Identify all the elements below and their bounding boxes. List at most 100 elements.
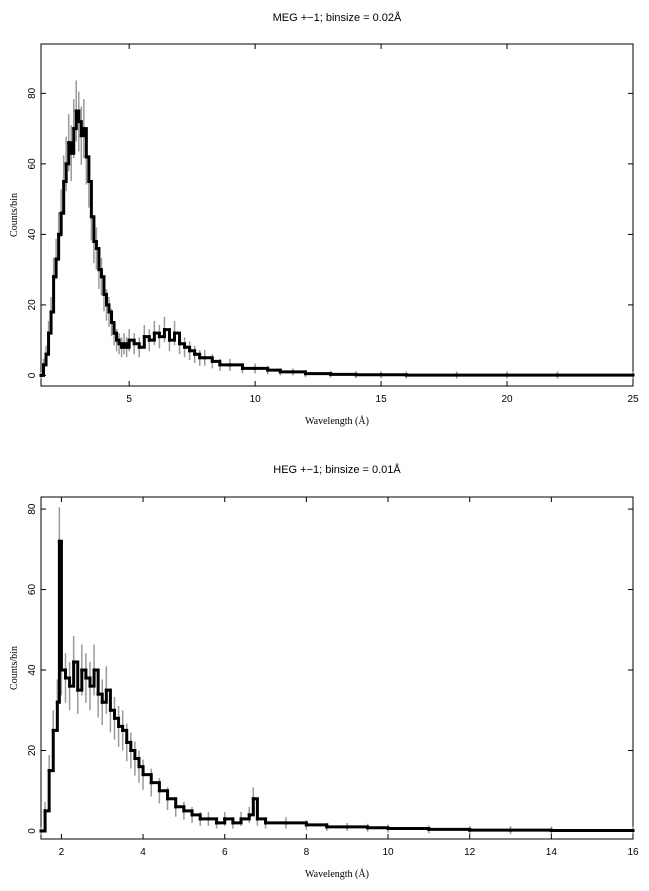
heg-data-point bbox=[284, 821, 288, 825]
meg-data-point bbox=[167, 338, 171, 342]
meg-data-point bbox=[555, 373, 559, 377]
meg-data-point bbox=[47, 331, 51, 335]
heg-y-tick-label: 20 bbox=[27, 744, 38, 756]
heg-data-point bbox=[96, 692, 100, 696]
meg-data-point bbox=[193, 352, 197, 356]
meg-data-point bbox=[84, 155, 88, 159]
heg-data-point bbox=[59, 668, 63, 672]
meg-data-point bbox=[291, 370, 295, 374]
meg-data-point bbox=[125, 345, 129, 349]
heg-data-point bbox=[509, 828, 513, 832]
heg-data-point bbox=[104, 688, 108, 692]
heg-y-tick-label: 60 bbox=[27, 584, 38, 596]
heg-y-tick-label: 40 bbox=[27, 664, 38, 676]
heg-x-tick-label: 10 bbox=[382, 847, 394, 858]
heg-y-tick-label: 80 bbox=[27, 503, 38, 515]
heg-data-point bbox=[198, 817, 202, 821]
meg-data-point bbox=[142, 335, 146, 339]
heg-data-point bbox=[92, 668, 96, 672]
heg-data-point bbox=[166, 797, 170, 801]
heg-data-point bbox=[239, 817, 243, 821]
meg-data-point bbox=[62, 180, 66, 184]
meg-data-point bbox=[173, 331, 177, 335]
meg-data-point bbox=[54, 257, 58, 261]
meg-data-point bbox=[278, 370, 282, 374]
meg-data-point bbox=[87, 180, 91, 184]
heg-data-point bbox=[247, 813, 251, 817]
meg-data-point bbox=[329, 372, 333, 376]
meg-data-point bbox=[210, 359, 214, 363]
heg-data-point bbox=[386, 827, 390, 831]
heg-chart-title: HEG +−1; binsize = 0.01Å bbox=[273, 463, 401, 476]
heg-x-ticks: 2 4 6 8 10 12 14 16 bbox=[59, 497, 639, 858]
meg-data-point bbox=[455, 373, 459, 377]
meg-data-point bbox=[157, 335, 161, 339]
meg-data-point bbox=[64, 162, 68, 166]
heg-data-point bbox=[43, 809, 47, 813]
meg-panel: MEG +−1; binsize = 0.02Å 5 10 15 20 25 0 20 40… bbox=[9, 11, 639, 427]
meg-data-point bbox=[228, 363, 232, 367]
meg-y-tick-label: 0 bbox=[27, 372, 38, 378]
meg-x-ticks: 5 10 15 20 25 bbox=[126, 44, 639, 405]
heg-x-tick-label: 6 bbox=[222, 847, 228, 858]
meg-data-point bbox=[57, 232, 61, 236]
heg-y-axis-label: Counts/bin bbox=[9, 646, 20, 690]
heg-x-tick-label: 8 bbox=[304, 847, 310, 858]
heg-data-point bbox=[427, 827, 431, 831]
meg-data-point bbox=[253, 366, 257, 370]
heg-data-point bbox=[251, 797, 255, 801]
heg-data-point bbox=[157, 789, 161, 793]
heg-data-point bbox=[88, 684, 92, 688]
meg-data-point bbox=[404, 373, 408, 377]
heg-data-point bbox=[84, 676, 88, 680]
heg-data-point bbox=[125, 740, 129, 744]
meg-y-tick-label: 60 bbox=[27, 158, 38, 170]
meg-y-tick-label: 80 bbox=[27, 87, 38, 99]
meg-data-point bbox=[89, 215, 93, 219]
heg-y-ticks: 0 20 40 60 80 bbox=[27, 503, 633, 834]
meg-x-tick-label: 10 bbox=[250, 394, 262, 405]
heg-data-point bbox=[468, 828, 472, 832]
meg-data-point bbox=[183, 345, 187, 349]
heg-plot-frame bbox=[40, 496, 634, 840]
meg-data-point bbox=[102, 292, 106, 296]
heg-data-point bbox=[304, 823, 308, 827]
meg-x-axis-label: Wavelength (Å) bbox=[305, 415, 369, 427]
meg-data-point bbox=[99, 275, 103, 279]
meg-data-point bbox=[110, 321, 114, 325]
meg-data-point bbox=[74, 109, 78, 113]
heg-data-point bbox=[117, 724, 121, 728]
meg-data-point bbox=[122, 342, 126, 346]
meg-x-tick-label: 20 bbox=[501, 394, 513, 405]
meg-data-point bbox=[52, 275, 56, 279]
meg-data-point bbox=[44, 352, 48, 356]
meg-data-point bbox=[152, 331, 156, 335]
heg-panel: HEG +−1; binsize = 0.01Å 2 4 6 8 10 12 14 16 0 2… bbox=[9, 463, 639, 880]
heg-data-point bbox=[174, 805, 178, 809]
meg-data-point bbox=[117, 342, 121, 346]
heg-data-point bbox=[51, 728, 55, 732]
meg-data-point bbox=[203, 356, 207, 360]
heg-data-point bbox=[149, 781, 153, 785]
heg-y-tick-label: 0 bbox=[27, 828, 38, 834]
meg-data-point bbox=[94, 246, 98, 250]
meg-data-point bbox=[49, 310, 53, 314]
meg-data-point bbox=[115, 338, 119, 342]
meg-data-point bbox=[379, 373, 383, 377]
heg-x-tick-label: 2 bbox=[59, 847, 65, 858]
meg-data-point bbox=[137, 345, 141, 349]
meg-data-point bbox=[67, 141, 71, 145]
heg-data-point bbox=[141, 773, 145, 777]
heg-data-point bbox=[63, 676, 67, 680]
heg-data-point bbox=[264, 821, 268, 825]
meg-data-point bbox=[241, 366, 245, 370]
meg-data-point bbox=[120, 345, 124, 349]
heg-x-tick-label: 4 bbox=[140, 847, 146, 858]
heg-data-point bbox=[137, 765, 141, 769]
heg-data-point bbox=[76, 688, 80, 692]
heg-data-point bbox=[231, 821, 235, 825]
heg-data-point bbox=[215, 821, 219, 825]
meg-data-point bbox=[178, 342, 182, 346]
meg-data-point bbox=[104, 303, 108, 307]
